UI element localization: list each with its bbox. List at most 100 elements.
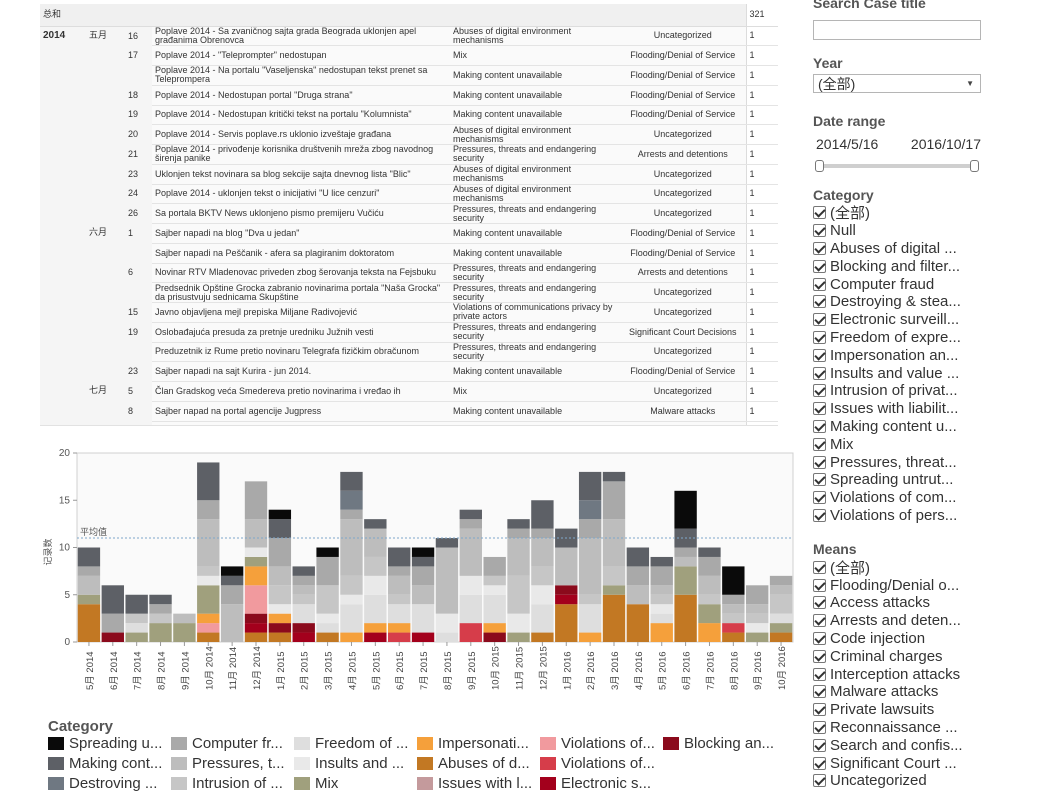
search-case-title-input[interactable]: [813, 20, 981, 40]
category-option[interactable]: Violations of com...: [813, 489, 1062, 507]
table-row[interactable]: 24 Poplave 2014 - uklonjen tekst o inicij…: [40, 184, 778, 205]
means-option[interactable]: Access attacks: [813, 594, 1062, 612]
checkbox-checked-icon[interactable]: [813, 491, 826, 505]
date-range-slider[interactable]: [813, 160, 981, 172]
means-option[interactable]: Uncategorized: [813, 772, 1062, 790]
means-option[interactable]: Flooding/Denial o...: [813, 576, 1062, 594]
table-row[interactable]: 8 Sajber napad na portal agencije Jugpres…: [40, 401, 778, 422]
checkbox-checked-icon[interactable]: [813, 384, 826, 398]
slider-handle-end[interactable]: [970, 160, 979, 172]
table-row[interactable]: 21 Poplave 2014 - privođenje korisnika dr…: [40, 144, 778, 165]
checkbox-checked-icon[interactable]: [813, 348, 826, 362]
means-option[interactable]: (全部): [813, 558, 1062, 577]
checkbox-checked-icon[interactable]: [813, 667, 826, 681]
means-option[interactable]: Criminal charges: [813, 647, 1062, 665]
legend-item[interactable]: Impersonati...: [417, 736, 540, 756]
table-row[interactable]: Poplave 2014 - Na portalu "Vaseljenska" …: [40, 65, 778, 86]
legend-item[interactable]: Issues with l...: [417, 776, 540, 796]
means-option[interactable]: Search and confis...: [813, 736, 1062, 754]
category-option[interactable]: Blocking and filter...: [813, 257, 1062, 275]
category-option[interactable]: Making content u...: [813, 418, 1062, 436]
table-row[interactable]: Sajber napadi na Peščanik - afera sa pla…: [40, 243, 778, 264]
checkbox-checked-icon[interactable]: [813, 277, 826, 291]
means-option[interactable]: Code injection: [813, 630, 1062, 648]
checkbox-checked-icon[interactable]: [813, 330, 826, 344]
category-option[interactable]: Mix: [813, 435, 1062, 453]
table-row[interactable]: 23 Uklonjen tekst novinara sa blog sekcij…: [40, 164, 778, 185]
checkbox-checked-icon[interactable]: [813, 738, 826, 752]
category-option[interactable]: Computer fraud: [813, 275, 1062, 293]
means-option[interactable]: Arrests and deten...: [813, 612, 1062, 630]
legend-item[interactable]: Electronic s...: [540, 776, 663, 796]
slider-handle-start[interactable]: [815, 160, 824, 172]
table-row-partial[interactable]: Minister bez portfelja za regionalni raz…: [40, 421, 778, 425]
checkbox-checked-icon[interactable]: [813, 703, 826, 717]
table-row[interactable]: 19 Poplave 2014 - Nedostupan kritički tek…: [40, 105, 778, 126]
checkbox-checked-icon[interactable]: [813, 206, 826, 220]
table-row[interactable]: 26 Sa portala BKTV News uklonjeno pismo p…: [40, 203, 778, 224]
category-option[interactable]: (全部): [813, 204, 1062, 222]
table-row[interactable]: 18 Poplave 2014 - Nedostupan portal "Drug…: [40, 85, 778, 106]
table-row[interactable]: 20 Poplave 2014 - Servis poplave.rs uklon…: [40, 124, 778, 145]
table-row[interactable]: 七月 5 Član Gradskog veća Smedereva pretio n…: [40, 381, 778, 402]
category-option[interactable]: Electronic surveill...: [813, 311, 1062, 329]
checkbox-checked-icon[interactable]: [813, 419, 826, 433]
table-row[interactable]: 23 Sajber napadi na sajt Kurira - jun 201…: [40, 361, 778, 382]
means-option[interactable]: Significant Court ...: [813, 754, 1062, 772]
means-option[interactable]: Reconnaissance ...: [813, 719, 1062, 737]
checkbox-checked-icon[interactable]: [813, 685, 826, 699]
checkbox-checked-icon[interactable]: [813, 241, 826, 255]
means-option[interactable]: Interception attacks: [813, 665, 1062, 683]
table-row[interactable]: 19 Oslobađajuća presuda za pretnje uredni…: [40, 322, 778, 343]
checkbox-checked-icon[interactable]: [813, 259, 826, 273]
means-option[interactable]: Malware attacks: [813, 683, 1062, 701]
legend-item[interactable]: Pressures, t...: [171, 756, 294, 776]
category-option[interactable]: Null: [813, 222, 1062, 240]
checkbox-checked-icon[interactable]: [813, 720, 826, 734]
checkbox-checked-icon[interactable]: [813, 631, 826, 645]
slider-track[interactable]: [817, 164, 977, 168]
legend-item[interactable]: Making cont...: [48, 756, 171, 776]
checkbox-checked-icon[interactable]: [813, 224, 826, 238]
checkbox-checked-icon[interactable]: [813, 313, 826, 327]
means-option[interactable]: Private lawsuits: [813, 701, 1062, 719]
category-option[interactable]: Intrusion of privat...: [813, 382, 1062, 400]
checkbox-checked-icon[interactable]: [813, 295, 826, 309]
checkbox-checked-icon[interactable]: [813, 402, 826, 416]
legend-item[interactable]: Mix: [294, 776, 417, 796]
category-option[interactable]: Insults and value ...: [813, 364, 1062, 382]
category-option[interactable]: Abuses of digital ...: [813, 240, 1062, 258]
legend-item[interactable]: Intrusion of ...: [171, 776, 294, 796]
category-option[interactable]: Issues with liabilit...: [813, 400, 1062, 418]
legend-item[interactable]: Computer fr...: [171, 736, 294, 756]
legend-item[interactable]: Freedom of ...: [294, 736, 417, 756]
category-option[interactable]: Impersonation an...: [813, 346, 1062, 364]
table-row[interactable]: Preduzetnik iz Rume pretio novinaru Tele…: [40, 342, 778, 363]
category-option[interactable]: Freedom of expre...: [813, 329, 1062, 347]
category-option[interactable]: Violations of pers...: [813, 507, 1062, 525]
year-dropdown[interactable]: (全部) ▼: [813, 74, 981, 93]
legend-item[interactable]: Abuses of d...: [417, 756, 540, 776]
checkbox-checked-icon[interactable]: [813, 649, 826, 663]
legend-item[interactable]: Violations of...: [540, 736, 663, 756]
table-row[interactable]: 2014 五月 16 Poplave 2014 - Sa zvaničnog sajt…: [40, 26, 778, 47]
checkbox-checked-icon[interactable]: [813, 473, 826, 487]
legend-item[interactable]: Destroving ...: [48, 776, 171, 796]
category-option[interactable]: Spreading untrut...: [813, 471, 1062, 489]
legend-item[interactable]: Insults and ...: [294, 756, 417, 776]
legend-item[interactable]: Blocking an...: [663, 736, 786, 756]
checkbox-checked-icon[interactable]: [813, 578, 826, 592]
checkbox-checked-icon[interactable]: [813, 614, 826, 628]
category-option[interactable]: Destroying & stea...: [813, 293, 1062, 311]
checkbox-checked-icon[interactable]: [813, 508, 826, 522]
checkbox-checked-icon[interactable]: [813, 455, 826, 469]
checkbox-checked-icon[interactable]: [813, 560, 826, 574]
table-row[interactable]: 6 Novinar RTV Mladenovac priveden zbog še…: [40, 263, 778, 284]
checkbox-checked-icon[interactable]: [813, 756, 826, 770]
legend-item[interactable]: Spreading u...: [48, 736, 171, 756]
category-option[interactable]: Pressures, threat...: [813, 453, 1062, 471]
checkbox-checked-icon[interactable]: [813, 437, 826, 451]
checkbox-checked-icon[interactable]: [813, 366, 826, 380]
table-row[interactable]: 六月 1 Sajber napadi na blog "Dva u jedan" Ma…: [40, 223, 778, 244]
checkbox-checked-icon[interactable]: [813, 774, 826, 788]
